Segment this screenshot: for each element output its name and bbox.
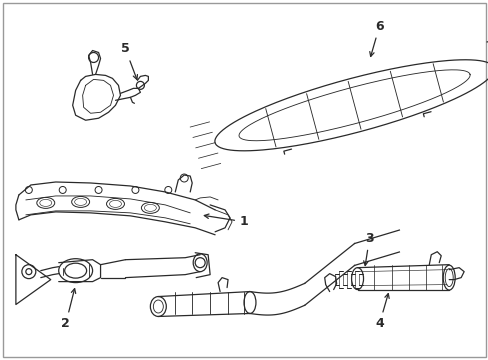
Text: 6: 6 xyxy=(369,19,383,57)
Text: 2: 2 xyxy=(61,289,76,330)
Text: 3: 3 xyxy=(363,232,373,266)
Text: 5: 5 xyxy=(121,42,137,80)
Text: 4: 4 xyxy=(374,294,388,330)
Text: 1: 1 xyxy=(204,214,248,228)
